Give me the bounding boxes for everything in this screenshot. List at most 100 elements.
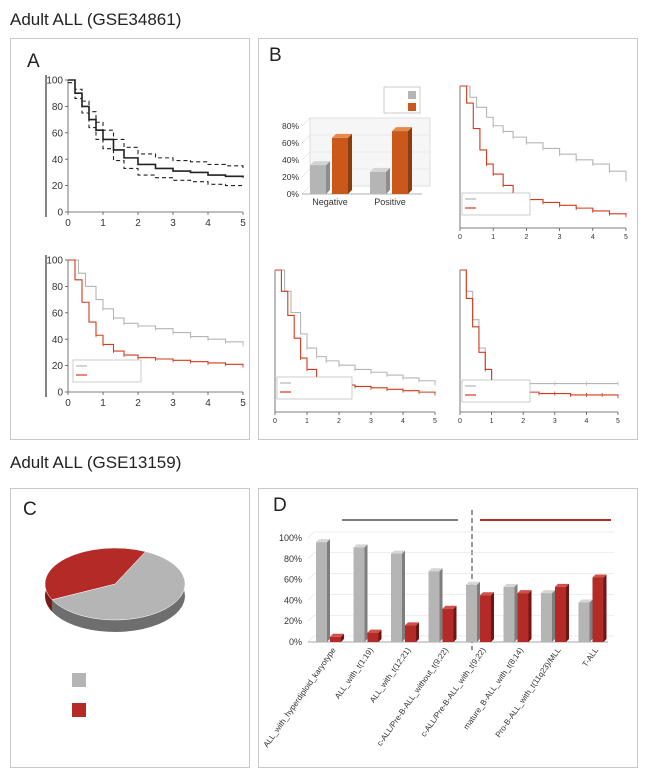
x-tick-label: 5	[616, 418, 620, 425]
bar-p3-positive	[392, 131, 408, 194]
y-tick-label: 100	[46, 76, 63, 87]
bar-side	[528, 590, 532, 642]
y-tick-label: 100%	[279, 533, 302, 543]
bar-top	[428, 568, 443, 572]
x-tick-label: 0	[458, 234, 462, 241]
x-tick-label: 5	[240, 218, 246, 229]
bar-top	[310, 161, 330, 166]
panel-a-letter: A	[27, 51, 40, 72]
km-curve-1	[460, 269, 619, 397]
bar-top	[578, 599, 593, 603]
x-category-label: c-ALL/Pre-B-ALL_with_t(9;22)	[419, 646, 488, 739]
bar-side	[603, 574, 607, 642]
pie-slice-p12	[51, 551, 186, 621]
bar-side	[386, 167, 390, 194]
bar-top	[541, 590, 555, 594]
y-tick-label: 40%	[284, 595, 302, 605]
y-tick-label: 20%	[284, 616, 302, 626]
chart-b-all: 0 1 2 3 4 5	[273, 269, 437, 425]
panel-b-letter: B	[269, 45, 282, 66]
grid-line	[301, 168, 311, 178]
y-tick-label: 40	[52, 335, 64, 346]
bar-top	[367, 629, 382, 633]
bar-top	[353, 544, 368, 548]
x-tick-label: 1	[490, 418, 494, 425]
legend-box	[461, 379, 531, 403]
km-curve-1	[275, 269, 436, 394]
bar-top	[517, 590, 532, 594]
bar-p3-7	[592, 577, 604, 642]
x-category-label: Pro-B-ALL_with_t(11q23)/MLL	[494, 646, 563, 740]
bar-top	[330, 633, 344, 637]
y-tick-label: 80	[52, 102, 64, 113]
bar-side	[326, 161, 330, 194]
x-tick-label: 4	[401, 418, 405, 425]
x-tick-label: 2	[337, 418, 341, 425]
x-category-label: ALL_with_t(1;19)	[333, 646, 375, 701]
x-tick-label: 3	[170, 398, 176, 409]
x-category-label: c-ALL/Pre-B-ALL_without_t(9;22)	[375, 646, 450, 748]
bar-p12-0	[316, 542, 327, 642]
bar-side	[514, 583, 518, 642]
x-tick-label: 0	[65, 398, 71, 409]
bar-top	[392, 127, 412, 132]
grid-line	[307, 552, 315, 559]
y-tick-label: 100	[46, 256, 63, 267]
x-tick-label: 2	[135, 218, 141, 229]
x-category-label: ALL_with_t(12;21)	[368, 646, 413, 705]
grid-line	[301, 185, 311, 195]
bar-top	[391, 550, 405, 554]
bar-side	[341, 633, 344, 642]
bar-top	[592, 574, 607, 578]
bar-side	[364, 544, 368, 642]
km-curve-0	[460, 269, 618, 385]
x-tick-label: 4	[591, 234, 595, 241]
bar-top	[370, 167, 390, 172]
x-category-label: T-ALL	[581, 646, 601, 669]
bar-side	[327, 539, 330, 642]
y-tick-label: 60%	[282, 138, 299, 148]
bar-top	[503, 583, 518, 587]
bar-p12-5	[503, 586, 515, 642]
bar-p12-4	[466, 584, 477, 642]
y-tick-label: 80%	[282, 121, 299, 131]
grid-line	[307, 573, 315, 580]
y-tick-label: 40%	[282, 155, 299, 165]
legend-swatch-0	[72, 673, 86, 687]
chart-a-bottom: 0 1 2 3 4 5 0 20 40 60 80 100	[45, 255, 246, 409]
x-tick-label: 2	[524, 234, 528, 241]
x-tick-label: 5	[624, 234, 628, 241]
x-tick-label: 2	[521, 418, 525, 425]
x-tick-label: 1	[100, 398, 106, 409]
bar-side	[439, 568, 443, 642]
bar-side	[477, 581, 480, 642]
grid-line	[301, 151, 311, 161]
grid-line	[301, 117, 311, 127]
section-title-gse13159: Adult ALL (GSE13159)	[10, 453, 182, 472]
bar-top	[405, 622, 419, 626]
x-tick-label: 3	[553, 418, 557, 425]
bar-p12-negative	[310, 165, 326, 194]
y-tick-label: 60%	[284, 575, 302, 585]
legend-swatch-1	[408, 103, 416, 111]
bar-p3-4	[480, 595, 491, 642]
bar-p3-1	[367, 632, 379, 642]
x-tick-label: 4	[205, 398, 211, 409]
km-curve-0	[460, 85, 627, 180]
legend-box	[461, 192, 531, 216]
x-category-label: Negative	[312, 197, 348, 207]
bar-p12-1	[353, 547, 365, 642]
y-tick-label: 60	[52, 128, 64, 139]
bar-p3-2	[405, 625, 416, 642]
x-tick-label: 2	[135, 398, 141, 409]
x-category-label: Positive	[374, 197, 406, 207]
chart-c-pie	[44, 547, 186, 717]
bar-top	[442, 605, 457, 609]
y-tick-label: 0%	[289, 637, 302, 647]
x-tick-label: 0	[458, 418, 462, 425]
y-tick-label: 0	[57, 208, 63, 219]
grid-line	[307, 635, 315, 643]
bar-side	[378, 629, 382, 642]
bar-p12-7	[578, 602, 590, 642]
bar-p3-3	[442, 608, 454, 642]
